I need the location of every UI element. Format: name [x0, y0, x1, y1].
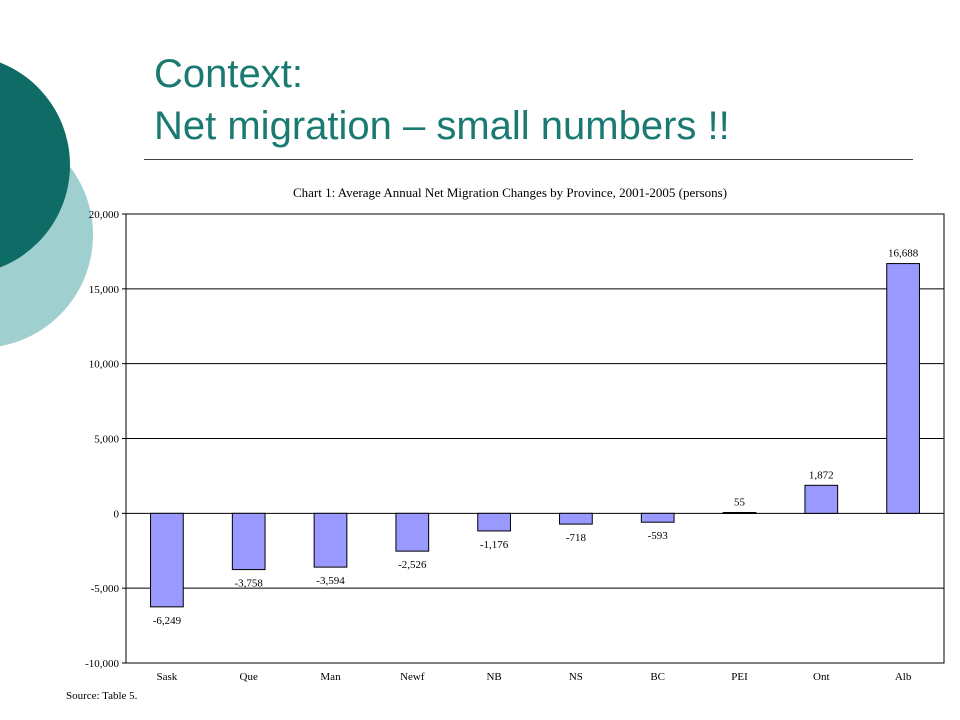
plot-area-frame: [125, 213, 945, 664]
y-tick-label: -5,000: [91, 583, 120, 595]
title-divider: [144, 159, 913, 160]
net-migration-bar-chart: Chart 1: Average Annual Net Migration Ch…: [85, 185, 945, 683]
y-tick-label: 10,000: [89, 359, 120, 371]
y-tick-label: -10,000: [85, 658, 119, 670]
dark-teal-circle: [0, 62, 70, 268]
data-label: -3,594: [316, 575, 345, 587]
x-category-label: Man: [320, 671, 341, 683]
data-label: 1,872: [809, 469, 834, 481]
x-category-label: Ont: [813, 671, 830, 683]
slide-title: Context: Net migration – small numbers !…: [154, 48, 730, 152]
source-note: Source: Table 5.: [66, 690, 138, 702]
data-label: -2,526: [398, 559, 427, 571]
bar-nb: [477, 512, 511, 532]
data-label: -1,176: [480, 539, 509, 551]
data-label: -593: [648, 530, 669, 542]
bar-newf: [395, 512, 430, 552]
y-tick-label: 20,000: [89, 209, 120, 221]
bar-alb: [886, 263, 920, 514]
bar-man: [313, 512, 348, 568]
gridlines: [126, 213, 944, 664]
bar-que: [231, 512, 266, 571]
bar-ns: [559, 512, 593, 525]
chart-title: Chart 1: Average Annual Net Migration Ch…: [293, 185, 727, 200]
x-category-label: NS: [569, 671, 583, 683]
x-category-label: NB: [486, 671, 501, 683]
y-tick-label: 5,000: [94, 434, 119, 446]
data-label: 16,688: [888, 248, 919, 260]
bar-bc: [640, 512, 675, 523]
x-category-label: PEI: [731, 671, 748, 683]
bar-sask: [150, 512, 184, 608]
slide-title-line-1: Context:: [154, 52, 303, 96]
x-category-label: BC: [650, 671, 665, 683]
data-label: 55: [734, 497, 746, 509]
data-labels: -6,249 -3,758 -3,594 -2,526 -1,176 -718 -593 55…: [153, 248, 919, 627]
decorative-circles: [0, 62, 93, 347]
x-category-label: Sask: [157, 671, 178, 683]
data-label: -3,758: [234, 578, 263, 590]
y-axis-ticks: -10,000 -5,000 0 5,000 10,000 15,000 20,000: [85, 209, 126, 670]
bars: [150, 263, 920, 608]
data-label: -718: [566, 532, 587, 544]
x-axis-categories: Sask Que Man Newf NB NS BC PEI Ont Alb: [157, 671, 912, 683]
y-tick-label: 0: [114, 508, 120, 520]
x-category-label: Que: [240, 671, 258, 683]
x-category-label: Newf: [400, 671, 425, 683]
data-label: -6,249: [153, 615, 182, 627]
x-category-label: Alb: [895, 671, 912, 683]
bar-pei: [722, 512, 757, 515]
y-tick-label: 15,000: [89, 284, 120, 296]
slide-title-line-2: Net migration – small numbers !!: [154, 104, 730, 148]
bar-ont: [804, 484, 839, 514]
